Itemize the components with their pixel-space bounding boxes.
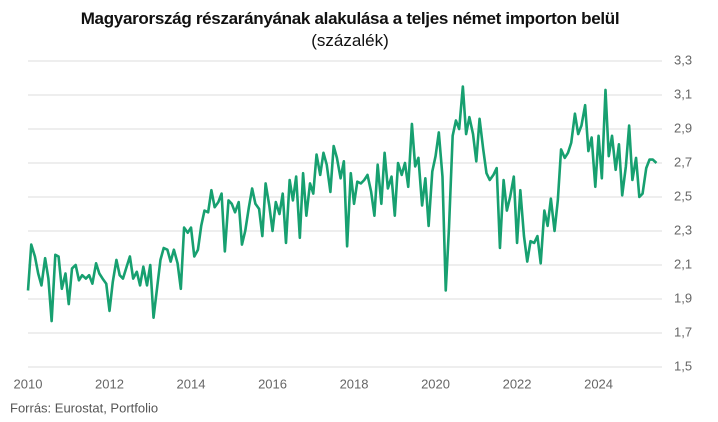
- x-tick-label: 2014: [177, 376, 206, 391]
- y-tick-label: 2,5: [674, 188, 692, 203]
- x-tick-label: 2010: [14, 376, 43, 391]
- x-tick-label: 2012: [95, 376, 124, 391]
- y-tick-label: 1,5: [674, 358, 692, 373]
- y-tick-label: 2,3: [674, 222, 692, 237]
- y-tick-label: 1,7: [674, 324, 692, 339]
- x-tick-label: 2016: [258, 376, 287, 391]
- x-tick-label: 2024: [584, 376, 613, 391]
- chart-title: Magyarország részarányának alakulása a t…: [80, 9, 620, 28]
- x-tick-label: 2020: [421, 376, 450, 391]
- y-tick-label: 2,7: [674, 154, 692, 169]
- y-tick-label: 2,9: [674, 120, 692, 135]
- y-tick-label: 1,9: [674, 290, 692, 305]
- title-block: Magyarország részarányának alakulása a t…: [70, 8, 630, 52]
- chart-subtitle: (százalék): [311, 31, 389, 50]
- y-tick-label: 2,1: [674, 256, 692, 271]
- x-tick-label: 2018: [340, 376, 369, 391]
- y-tick-label: 3,1: [674, 86, 692, 101]
- y-tick-label: 3,3: [674, 52, 692, 67]
- data-line: [26, 85, 658, 323]
- x-tick-label: 2022: [503, 376, 532, 391]
- source: Forrás: Eurostat, Portfolio: [10, 400, 158, 415]
